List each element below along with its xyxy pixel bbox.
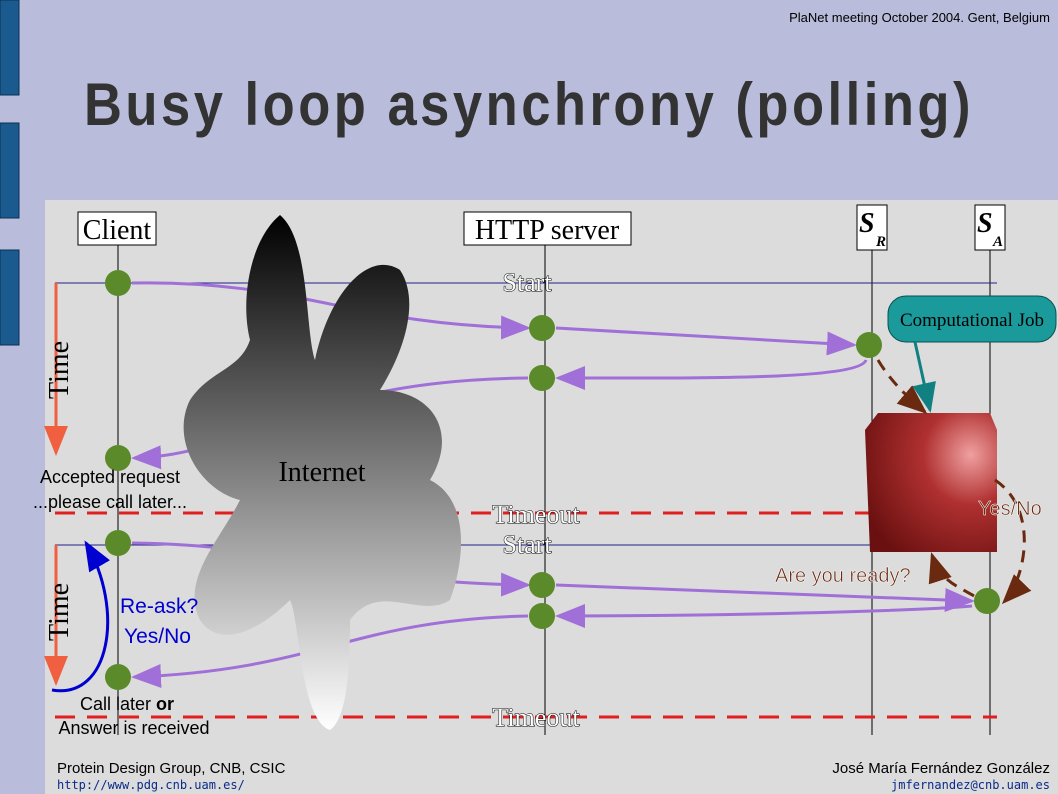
timeout-lines — [55, 511, 997, 719]
lane-headers: Client HTTP server S R S A — [77, 204, 1006, 251]
phase-lines — [55, 282, 997, 546]
note: ...please call later... — [33, 492, 187, 512]
time-label: Time — [44, 583, 75, 641]
job-arrows — [876, 359, 1032, 605]
start-label: Start — [502, 530, 552, 559]
internet-label: Internet — [278, 457, 365, 488]
side-tabs — [0, 0, 20, 346]
reask-label: Yes/No — [124, 625, 191, 648]
yes-no-label: Yes/No — [978, 498, 1042, 520]
lane-label: HTTP server — [475, 215, 620, 246]
lane-label: Client — [83, 215, 152, 246]
event-labels: Start Start Timeout Timeout — [492, 268, 581, 733]
lane-label: S — [977, 208, 993, 239]
footer-url[interactable]: http://www.pdg.cnb.uam.es/ — [57, 778, 245, 792]
ready-label: Are you ready? — [775, 565, 911, 587]
lane-label: S — [859, 208, 875, 239]
client-notes: Accepted request ...please call later...… — [33, 467, 210, 738]
timeout-label: Timeout — [492, 703, 580, 732]
title: Busy loop asynchrony (polling) — [84, 71, 974, 138]
events — [105, 270, 1000, 690]
job-cube — [865, 413, 997, 552]
callout-arrow — [912, 341, 936, 413]
note: Call later or — [80, 694, 174, 714]
note: Accepted request — [40, 467, 180, 487]
note: Answer is received — [58, 718, 209, 738]
job-label: Computational Job — [900, 310, 1044, 331]
timeout-label: Timeout — [492, 500, 580, 529]
job-callout — [887, 295, 1057, 343]
internet-cloud — [183, 215, 462, 730]
lane-label-sub: A — [992, 234, 1003, 250]
lane-label-sub: R — [875, 234, 886, 250]
note-part: or — [156, 694, 174, 714]
footer: Protein Design Group, CNB, CSIC http://w… — [57, 760, 1050, 792]
start-label: Start — [502, 268, 552, 297]
footer-email[interactable]: jmfernandez@cnb.uam.es — [891, 778, 1050, 792]
header-note: PlaNet meeting October 2004. Gent, Belgi… — [789, 10, 1050, 25]
time-label: Time — [44, 341, 75, 399]
footer-group: Protein Design Group, CNB, CSIC — [57, 760, 286, 777]
reask-label: Re-ask? — [120, 595, 198, 618]
reask-arrow — [51, 540, 110, 693]
footer-author: José María Fernández González — [832, 760, 1050, 777]
note-part: Call later — [80, 694, 151, 714]
